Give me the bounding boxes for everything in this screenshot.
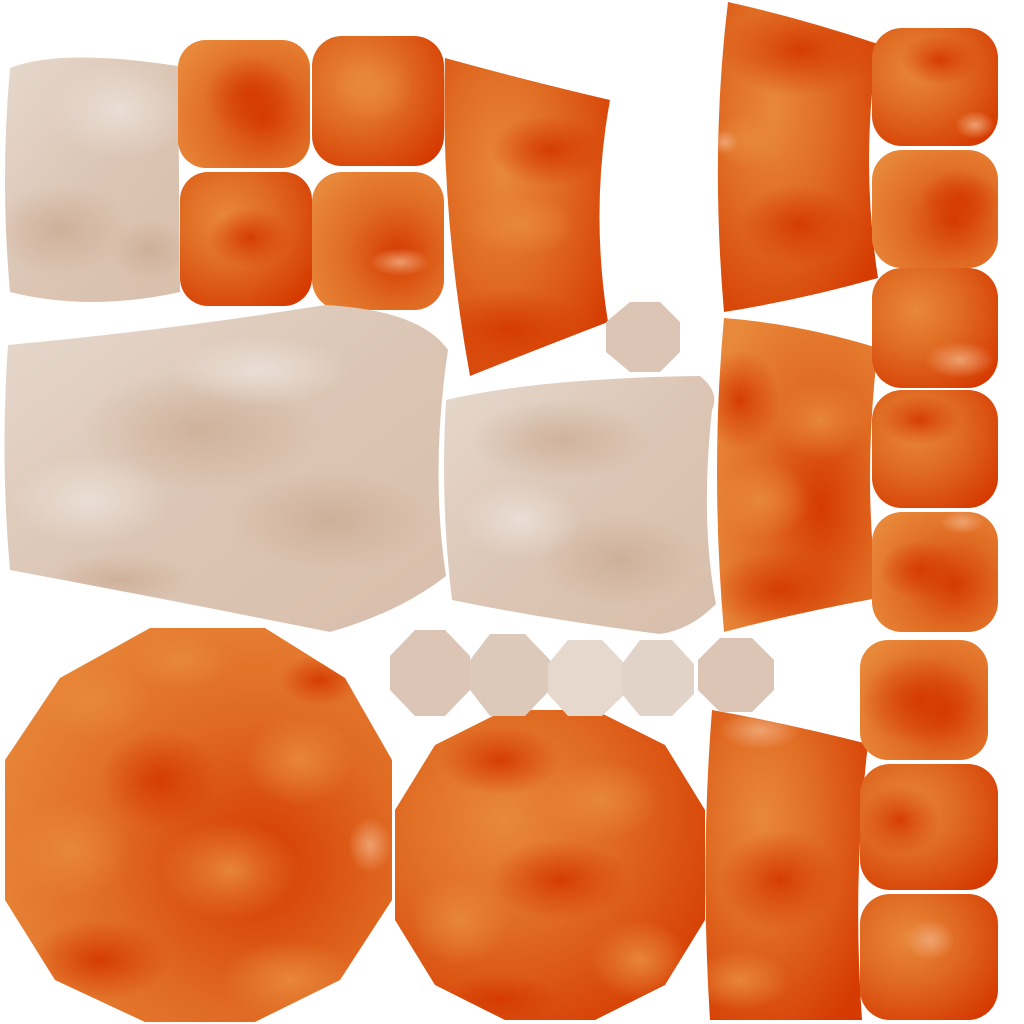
- orange-strip-upper: [717, 2, 878, 312]
- orange-square-1: [178, 40, 310, 168]
- cream-panel-top-left: [5, 57, 180, 302]
- orange-tile: [872, 150, 1000, 268]
- orange-disc-large: [5, 628, 392, 1022]
- orange-square-2: [312, 36, 444, 166]
- orange-tile: [872, 28, 998, 146]
- cream-octagon-row: [390, 630, 774, 716]
- cream-octagon: [698, 638, 774, 712]
- orange-tile: [872, 510, 998, 632]
- orange-tile: [872, 268, 998, 388]
- orange-square-4: [312, 172, 444, 310]
- orange-tile-column-top: [872, 28, 1000, 632]
- orange-tile-column-bottom: [860, 640, 998, 1020]
- orange-tile: [860, 894, 998, 1020]
- orange-tile: [872, 390, 998, 508]
- orange-disc-medium: [395, 710, 705, 1020]
- cream-octagon: [470, 634, 550, 716]
- cream-octagon: [548, 640, 625, 716]
- cream-octagon: [390, 630, 470, 716]
- orange-tile: [860, 764, 998, 890]
- cream-octagon-small-top: [606, 302, 680, 372]
- orange-square-3: [180, 172, 312, 306]
- cream-panel-middle: [444, 376, 716, 634]
- orange-curved-panel-top: [444, 58, 610, 376]
- orange-strip-lower: [705, 710, 868, 1020]
- cream-octagon: [622, 640, 694, 716]
- orange-strip-middle: [717, 318, 878, 632]
- orange-tile: [860, 640, 988, 760]
- cream-panel-large: [4, 305, 448, 632]
